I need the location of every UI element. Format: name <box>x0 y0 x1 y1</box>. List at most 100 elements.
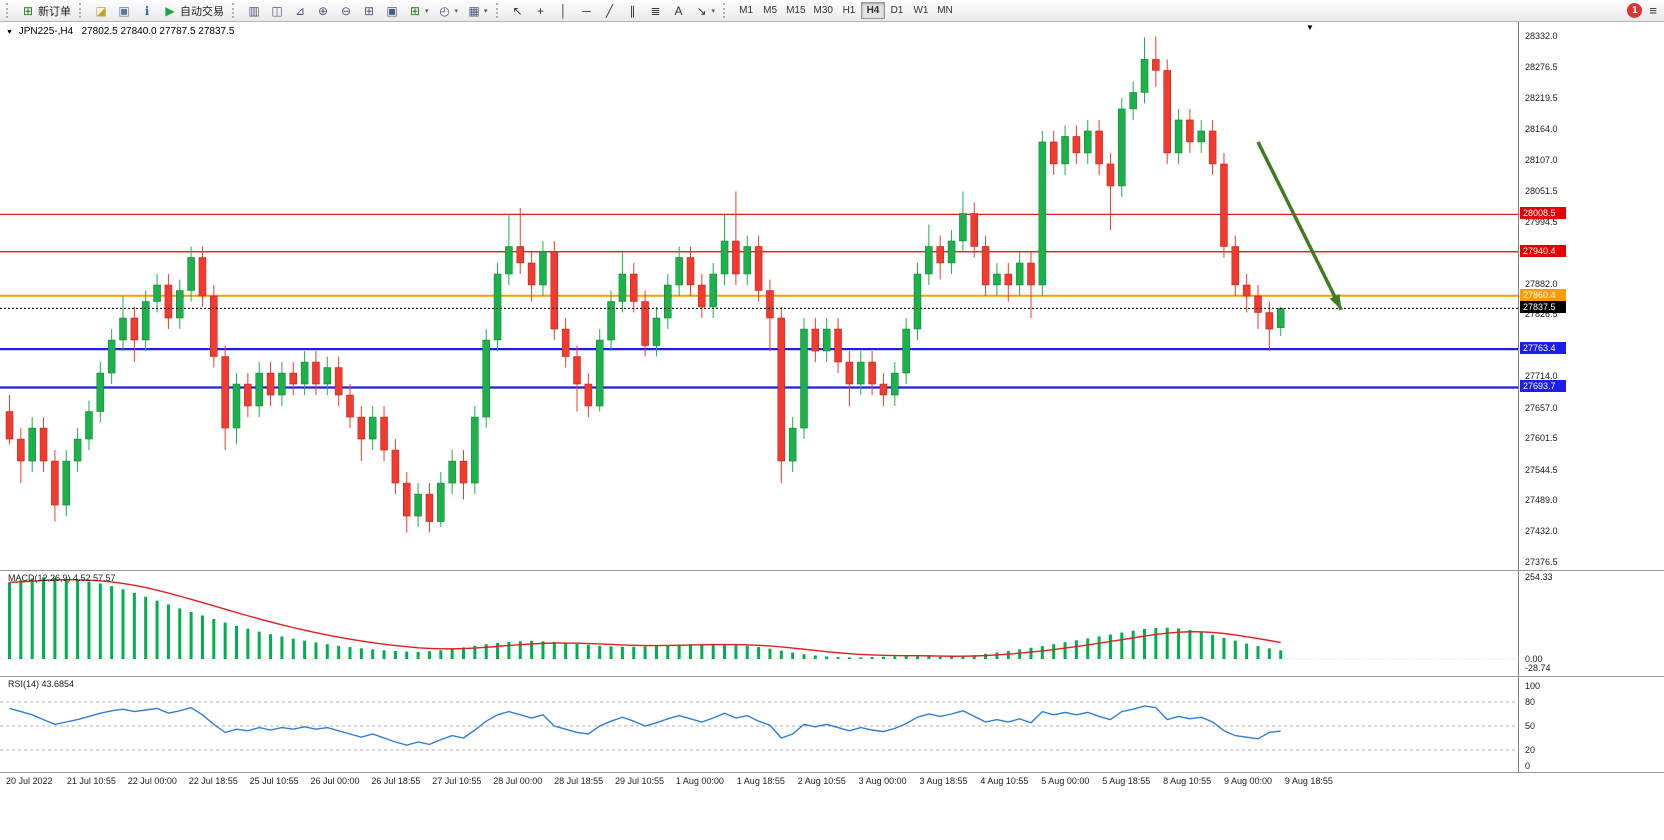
timeframe-mn-button[interactable]: MN <box>933 2 957 19</box>
symbol-title: JPN225-,H4 <box>18 26 74 37</box>
bar-chart-button[interactable]: ▥ <box>243 2 265 20</box>
price-tick: 28276.5 <box>1525 61 1558 72</box>
cursor-button[interactable]: ↖ <box>507 2 529 20</box>
candle-body <box>766 290 774 319</box>
timeframe-m15-button[interactable]: M15 <box>782 2 809 19</box>
chart-shift-marker[interactable]: ▼ <box>1306 23 1314 32</box>
timeframe-m5-button[interactable]: M5 <box>758 2 782 19</box>
print-button[interactable]: ▣ <box>113 2 135 20</box>
panel-separator[interactable] <box>0 772 1664 773</box>
candle-body <box>130 317 139 341</box>
arrows-button[interactable]: ↘ ▾ <box>691 2 720 20</box>
candle-body <box>39 427 48 462</box>
time-label: 26 Jul 18:55 <box>371 776 421 786</box>
collapse-triangle-icon[interactable]: ▼ <box>6 29 13 36</box>
zoom-out-button[interactable]: ⊖ <box>335 2 357 20</box>
new-chart-button[interactable]: ⊞ ▾ <box>404 2 433 20</box>
candle-body <box>198 257 207 297</box>
channel-button[interactable]: ∥ <box>622 2 644 20</box>
dropdown-caret-icon: ▾ <box>484 7 488 15</box>
text-button[interactable]: A <box>668 2 690 20</box>
timeframe-w1-button[interactable]: W1 <box>909 2 933 19</box>
price-tag: 27860.4 <box>1520 288 1566 301</box>
menu-icon[interactable]: ≡ <box>1649 3 1657 18</box>
templates-button[interactable]: ▦ ▾ <box>463 2 492 20</box>
candle-body <box>1015 262 1024 286</box>
time-label: 26 Jul 00:00 <box>310 776 360 786</box>
timeframe-h1-button[interactable]: H1 <box>837 2 861 19</box>
candle-body <box>62 460 70 506</box>
new-order-button[interactable]: ⊞ 新订单 <box>17 2 75 20</box>
line-chart-button[interactable]: ⊿ <box>289 2 311 20</box>
tile-windows-button[interactable]: ⊞ <box>358 2 380 20</box>
candle-body <box>777 317 786 462</box>
macd-axis-value: 0.00 <box>1525 654 1543 664</box>
candle-body <box>664 284 672 319</box>
timeframe-m1-button[interactable]: M1 <box>734 2 758 19</box>
horizontal-line-button[interactable]: ─ <box>576 2 598 20</box>
price-tick: 27489.0 <box>1525 495 1558 506</box>
candle-body <box>947 240 956 264</box>
toolbar-drag-handle[interactable] <box>723 3 729 18</box>
price-axis[interactable]: 28332.0 28276.5 28219.5 28164.0 28107.0 28051… <box>1518 22 1664 772</box>
candle-body <box>73 438 82 462</box>
toolbar-drag-handle[interactable] <box>6 3 12 18</box>
candle-body <box>709 273 717 308</box>
price-chart-svg[interactable] <box>0 22 1518 570</box>
macd-label: MACD(12,26,9) 4.52 57.57 <box>8 573 116 583</box>
fibonacci-button[interactable]: ≣ <box>645 2 667 20</box>
time-label: 20 Jul 2022 <box>6 776 53 786</box>
dropdown-caret-icon: ▾ <box>711 7 716 15</box>
clock-icon: ◴ <box>439 3 450 18</box>
profiles-button[interactable]: ◪ <box>90 2 112 20</box>
play-icon: ▶ <box>165 3 175 18</box>
crosshair-button[interactable]: + <box>530 2 552 20</box>
dropdown-caret-icon: ▾ <box>425 7 429 15</box>
macd-panel-svg[interactable] <box>0 571 1518 676</box>
auto-trading-button[interactable]: ▶ 自动交易 <box>159 2 228 20</box>
candle-body <box>391 449 400 484</box>
candle-body <box>936 246 944 264</box>
price-tick: 27994.5 <box>1525 216 1558 227</box>
cascade-windows-button[interactable]: ▣ <box>381 2 403 20</box>
time-label: 22 Jul 18:55 <box>188 776 238 786</box>
template-icon: ▦ <box>468 3 480 18</box>
candle-body <box>754 246 763 291</box>
candle-body <box>527 262 536 286</box>
price-tag: 27763.4 <box>1520 342 1566 355</box>
candle-body <box>255 372 263 407</box>
trend-arrow[interactable] <box>1256 141 1343 311</box>
cursor-icon: ↖ <box>512 3 523 18</box>
timeframe-d1-button[interactable]: D1 <box>885 2 909 19</box>
candle-body <box>1038 141 1047 286</box>
candlestick-chart-button[interactable]: ◫ <box>266 2 288 20</box>
timeframe-m30-button[interactable]: M30 <box>810 2 837 19</box>
toolbar-drag-handle[interactable] <box>495 3 502 18</box>
candle-body <box>993 273 1001 286</box>
candle-body <box>471 416 479 484</box>
candle-body <box>1004 273 1013 286</box>
toolbar-drag-handle[interactable] <box>232 3 238 18</box>
channel-icon: ∥ <box>629 3 636 18</box>
toolbar-drag-handle[interactable] <box>79 3 85 18</box>
timeframe-h4-button[interactable]: H4 <box>860 2 885 19</box>
candle-body <box>448 460 456 484</box>
candle-body <box>85 411 93 440</box>
notification-badge[interactable]: 1 <box>1627 3 1643 18</box>
trendline-button[interactable]: ╱ <box>599 2 621 20</box>
new-order-icon: ⊞ <box>22 3 34 18</box>
price-tick: 27432.0 <box>1525 526 1558 537</box>
bottom-blank-area <box>0 790 1664 840</box>
info-button[interactable]: ℹ <box>136 2 158 20</box>
vertical-line-button[interactable]: │ <box>553 2 575 20</box>
candle-body <box>913 273 922 330</box>
zoom-in-icon: ⊕ <box>317 3 329 18</box>
zoom-in-button[interactable]: ⊕ <box>312 2 334 20</box>
panel-separator[interactable] <box>0 570 1664 571</box>
candle-body <box>323 367 332 385</box>
periods-button[interactable]: ◴ ▾ <box>434 2 463 20</box>
rsi-panel-svg[interactable] <box>0 677 1518 772</box>
time-axis[interactable]: 20 Jul 2022 21 Jul 10:55 22 Jul 00:00 22 Ju… <box>0 773 1518 790</box>
candle-body <box>300 361 309 385</box>
panel-separator[interactable] <box>0 676 1664 677</box>
